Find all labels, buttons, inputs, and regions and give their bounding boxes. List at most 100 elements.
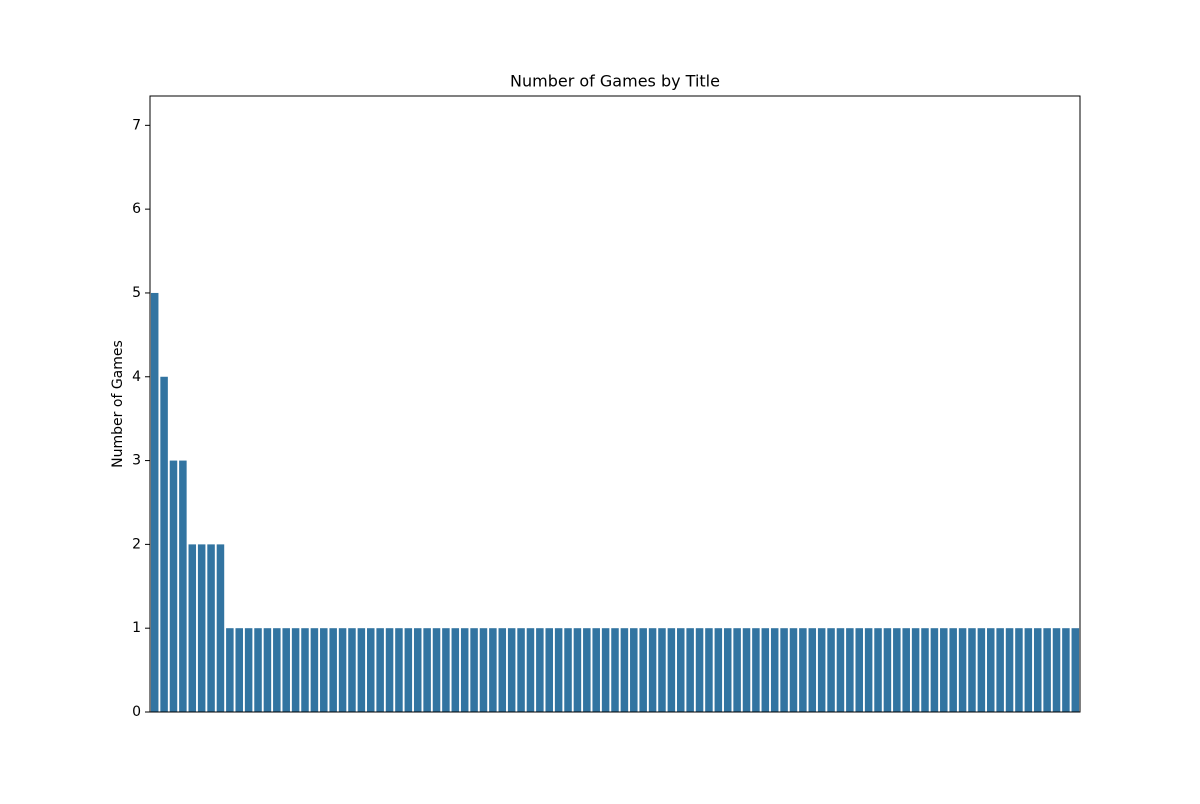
bar [987, 628, 995, 712]
bar [799, 628, 807, 712]
bar [367, 628, 375, 712]
bar [273, 628, 281, 712]
bar [1052, 628, 1061, 712]
bar [216, 544, 225, 712]
bar [742, 628, 751, 712]
bar [864, 628, 873, 712]
bar [949, 628, 957, 712]
bar [517, 628, 525, 712]
bar [263, 628, 272, 712]
bar [1062, 628, 1070, 712]
bar [150, 292, 159, 712]
bar [733, 628, 741, 712]
bar [639, 628, 647, 712]
bar [282, 628, 290, 712]
bar [855, 628, 863, 712]
bar [620, 628, 629, 712]
bar [752, 628, 760, 712]
bar [320, 628, 328, 712]
bar [179, 460, 187, 712]
bar [940, 628, 948, 712]
bar [442, 628, 450, 712]
bar [526, 628, 535, 712]
bar [996, 628, 1004, 712]
bar [667, 628, 676, 712]
bar [197, 544, 206, 712]
bar [554, 628, 563, 712]
bar [432, 628, 441, 712]
bar [874, 628, 882, 712]
bar [470, 628, 478, 712]
bar [789, 628, 798, 712]
bar [254, 628, 262, 712]
bar [301, 628, 309, 712]
bar [244, 628, 253, 712]
bar [1033, 628, 1042, 712]
bar [1015, 628, 1023, 712]
bar [723, 628, 732, 712]
bar [235, 628, 243, 712]
bar [479, 628, 488, 712]
bar [761, 628, 770, 712]
bar [686, 628, 694, 712]
bar [160, 376, 168, 712]
y-tick-label: 3 [132, 453, 141, 469]
bar [498, 628, 507, 712]
bar [601, 628, 610, 712]
bar [930, 628, 939, 712]
bar [836, 628, 845, 712]
chart-title: Number of Games by Title [510, 72, 720, 91]
bar [1043, 628, 1051, 712]
bar [188, 544, 197, 712]
bar [770, 628, 779, 712]
bar [545, 628, 553, 712]
bar [902, 628, 910, 712]
bar [451, 628, 460, 712]
bar [207, 544, 215, 712]
bar [329, 628, 337, 712]
bar [714, 628, 723, 712]
bar [968, 628, 976, 712]
bar [658, 628, 666, 712]
bar [169, 460, 178, 712]
bar [423, 628, 431, 712]
y-tick-label: 0 [132, 704, 141, 720]
y-tick-label: 5 [132, 285, 141, 301]
bar [705, 628, 713, 712]
bar [592, 628, 600, 712]
bar [630, 628, 638, 712]
bar [977, 628, 986, 712]
bar [310, 628, 319, 712]
bar [460, 628, 469, 712]
bar [573, 628, 582, 712]
bar [1024, 628, 1033, 712]
bar [507, 628, 516, 712]
plot-frame [149, 95, 1081, 713]
y-axis-label: Number of Games [110, 340, 126, 468]
y-tick-label: 6 [132, 201, 141, 217]
bar [695, 628, 704, 712]
bar [1005, 628, 1014, 712]
bar [648, 628, 657, 712]
bar [413, 628, 422, 712]
bar [226, 628, 234, 712]
bar [564, 628, 572, 712]
bar [489, 628, 497, 712]
bar [808, 628, 817, 712]
bar [348, 628, 356, 712]
bar [827, 628, 835, 712]
bar [958, 628, 967, 712]
bar [893, 628, 901, 712]
bar [677, 628, 685, 712]
bar [404, 628, 413, 712]
bar [883, 628, 892, 712]
bar [611, 628, 619, 712]
bar [846, 628, 854, 712]
y-tick-label: 4 [132, 369, 141, 385]
bar [921, 628, 929, 712]
bar [780, 628, 788, 712]
bar [357, 628, 366, 712]
bar [1071, 628, 1080, 712]
y-tick-label: 2 [132, 536, 141, 552]
